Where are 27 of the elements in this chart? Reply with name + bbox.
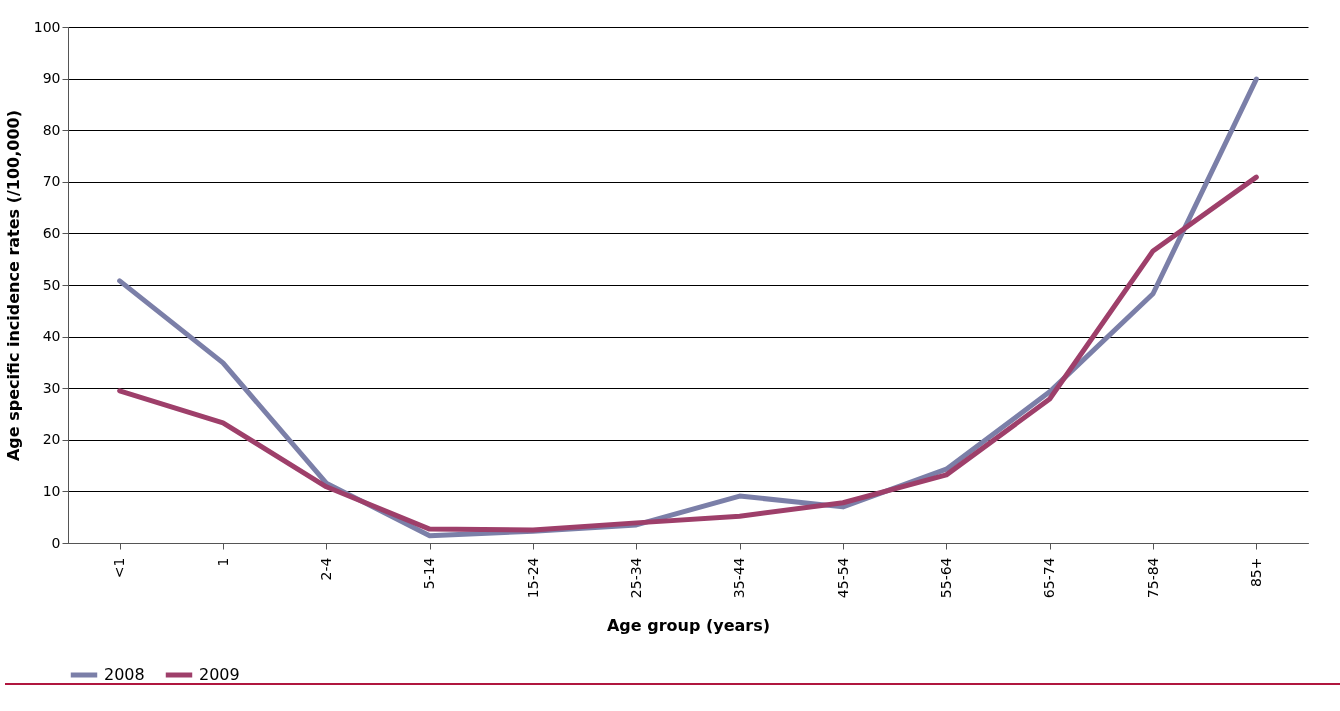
y-tick-label: 50 [42,276,61,293]
y-tick-label: 30 [42,379,61,396]
x-axis-title: Age group (years) [606,616,771,636]
y-tick-label: 60 [42,224,61,241]
y-tick-label: 0 [51,534,61,551]
x-tick-label: 75-84 [1144,557,1161,599]
x-tick-label: 55-64 [937,557,954,599]
y-tick-label: 80 [42,121,61,138]
x-tick-label: <1 [111,557,128,579]
x-tick-label: 85+ [1247,557,1264,588]
x-tick-label: 25-34 [627,557,644,599]
x-tick-label: 15-24 [524,557,541,599]
y-tick-label: 40 [42,328,61,345]
x-tick-label: 1 [214,557,231,567]
y-axis-title: Age specific incidence rates (/100,000) [3,109,23,462]
x-tick-label: 35-44 [731,557,748,599]
x-tick-label: 5-14 [421,557,438,590]
y-tick-label: 20 [42,431,61,448]
y-tick-label: 10 [42,482,61,499]
y-tick-label: 90 [42,70,61,87]
y-tick-label: 70 [42,173,61,190]
legend-label: 2009 [199,665,240,684]
y-tick-label: 100 [33,18,61,35]
x-tick-label: 45-54 [834,557,851,599]
x-tick-label: 65-74 [1041,557,1058,599]
x-tick-label: 2-4 [317,557,334,581]
legend-label: 2008 [104,665,145,684]
